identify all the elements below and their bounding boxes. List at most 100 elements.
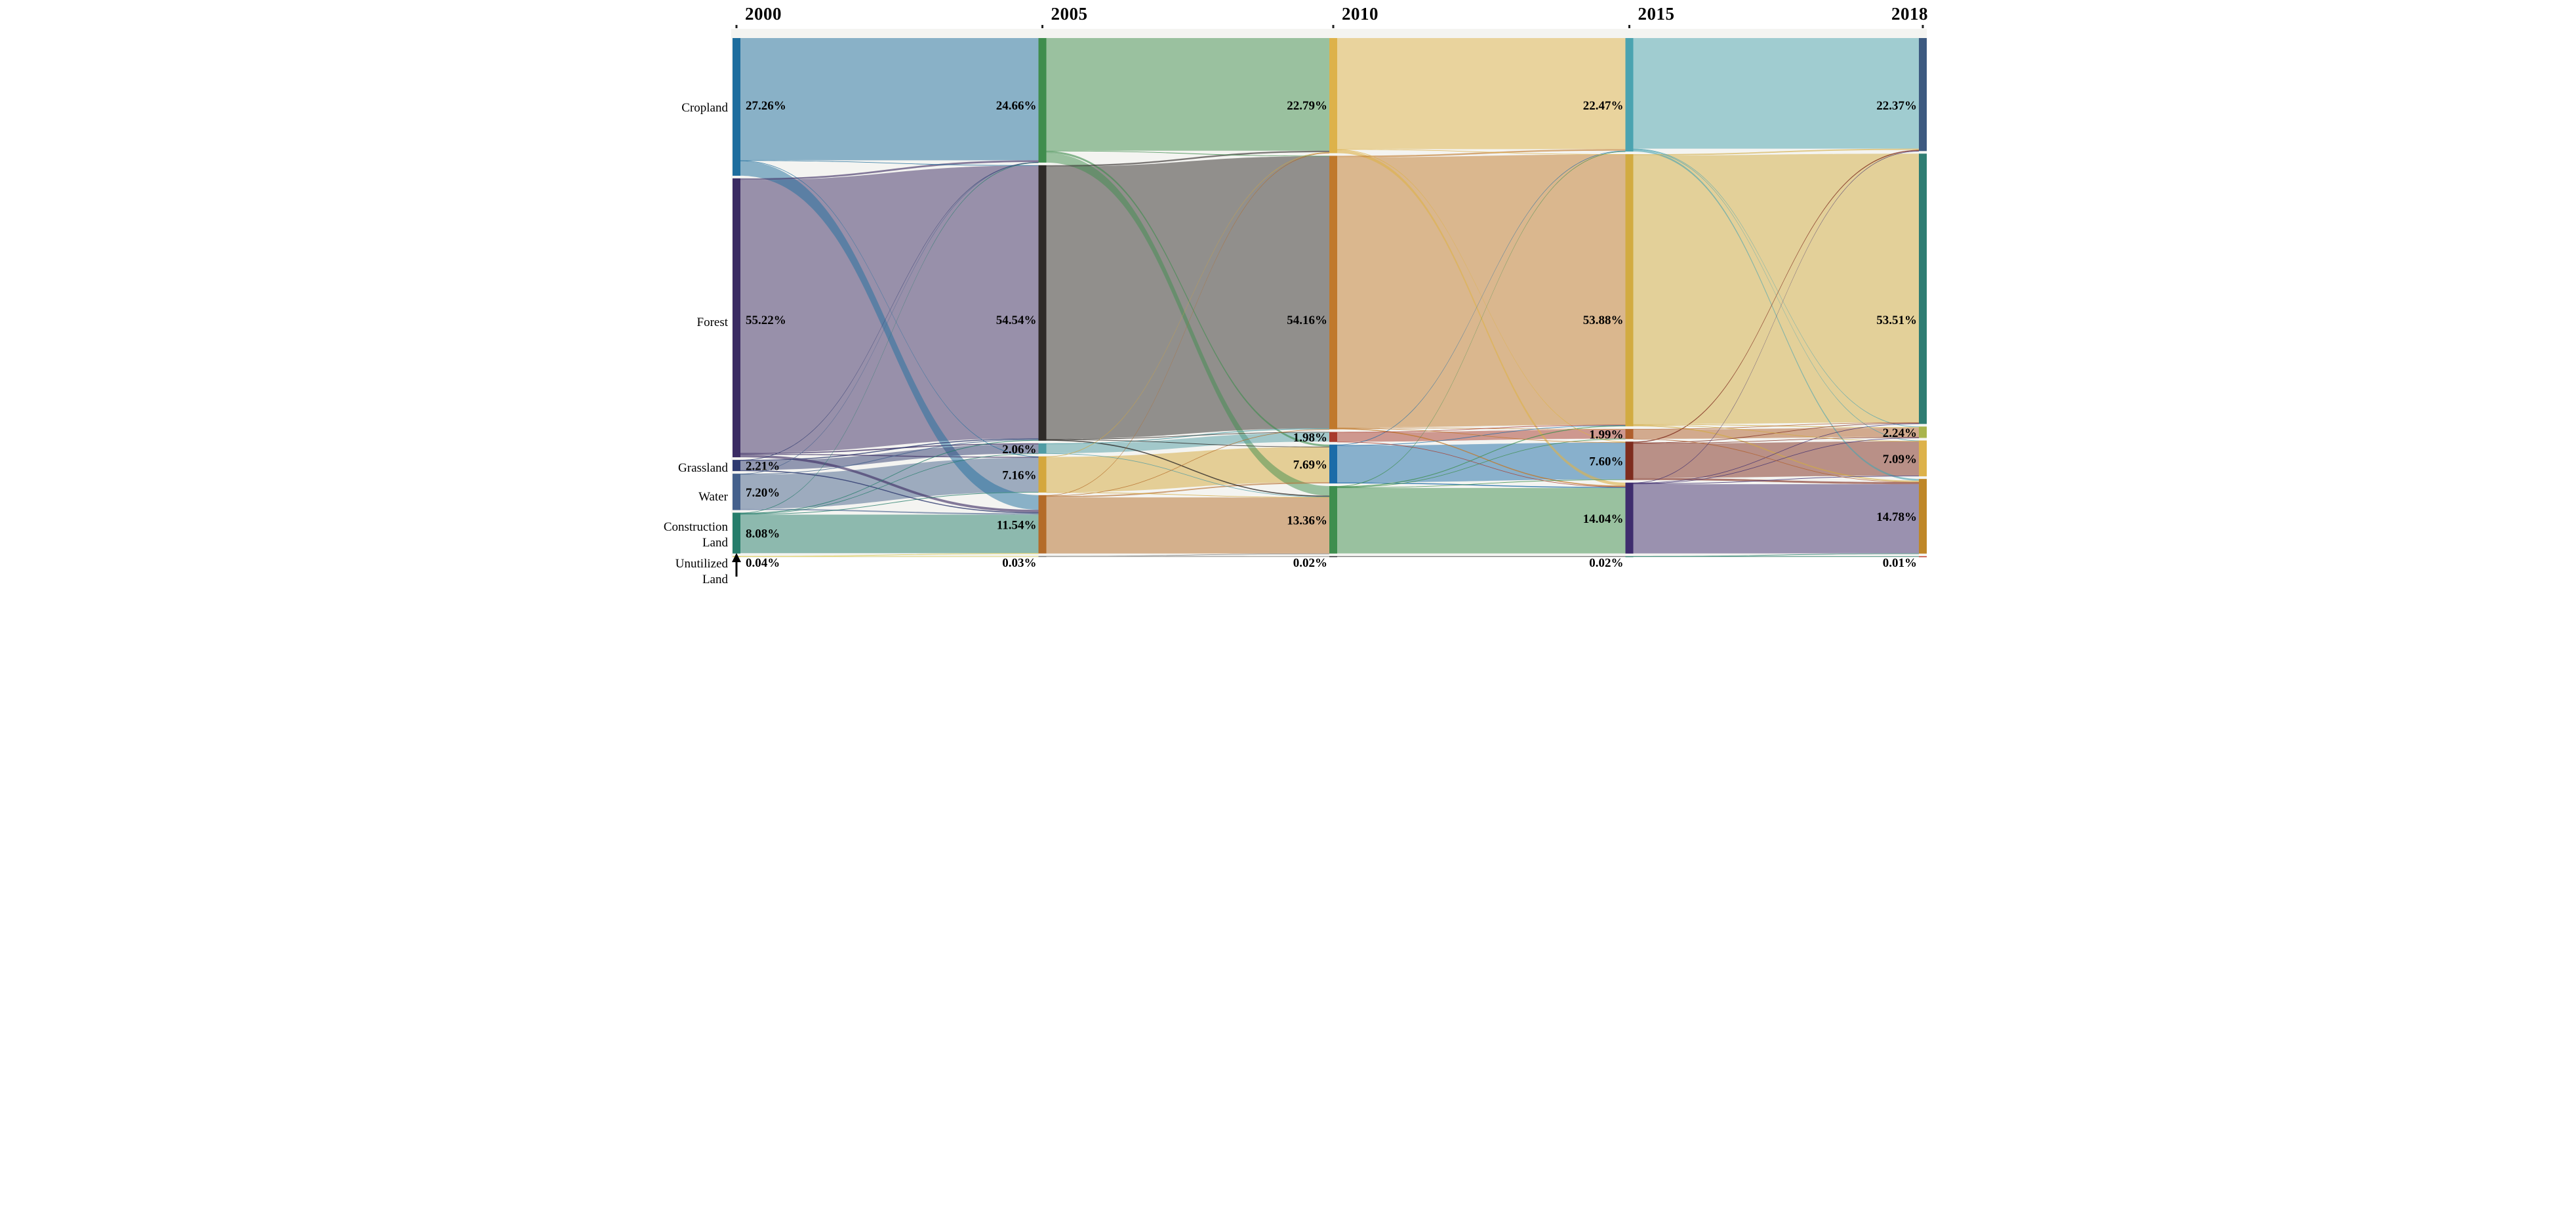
year-label-2018: 2018 xyxy=(1891,4,1928,24)
flow-2010-2015-cropland-to-cropland xyxy=(1337,38,1626,150)
node-2005-forest xyxy=(1038,165,1047,441)
flow-2005-2010-forest-to-forest xyxy=(1046,155,1329,440)
sankey-figure: 2000 2005 2010 2015 2018 Cropland Forest Grassl… xyxy=(644,0,1932,604)
node-2010-grassland xyxy=(1329,432,1337,442)
value-label-2015-forest: 53.88% xyxy=(1583,314,1624,327)
node-2018-forest xyxy=(1919,153,1927,424)
value-label-2018-grassland: 2.24% xyxy=(1883,426,1917,440)
flow-2010-2015-forest-to-construction-land xyxy=(1337,428,1626,487)
flow-2005-2010-water-to-cropland xyxy=(1046,152,1329,457)
flow-2005-2010-forest-to-water xyxy=(1046,439,1329,447)
value-label-2005-unutilized-land: 0.03% xyxy=(1002,556,1036,570)
node-2000-water xyxy=(733,474,740,510)
value-label-2010-forest: 54.16% xyxy=(1287,314,1327,327)
node-2005-construction-land xyxy=(1038,495,1047,554)
axis-tick-2015 xyxy=(1628,25,1630,28)
year-label-2000: 2000 xyxy=(745,4,782,24)
flow-2000-2005-forest-to-cropland xyxy=(740,160,1039,180)
value-label-2015-unutilized-land: 0.02% xyxy=(1589,556,1623,570)
value-label-2015-water: 7.60% xyxy=(1589,455,1623,468)
value-label-2000-water: 7.20% xyxy=(746,486,780,500)
flow-2005-2010-cropland-to-cropland xyxy=(1046,38,1329,151)
flow-2010-2015-grassland-to-construction-land xyxy=(1337,441,1626,487)
value-label-2005-water: 7.16% xyxy=(1002,468,1036,482)
flow-2010-2015-construction-land-to-water xyxy=(1337,479,1626,488)
value-label-2000-unutilized-land: 0.04% xyxy=(746,556,780,570)
node-2015-construction-land xyxy=(1625,482,1634,554)
flow-2015-2018-cropland-to-construction-land xyxy=(1633,150,1919,481)
value-label-2010-cropland: 22.79% xyxy=(1287,99,1327,113)
category-label-grassland: Grassland xyxy=(678,461,728,475)
flow-2005-2010-construction-land-to-construction-land xyxy=(1046,497,1329,554)
flow-2010-2015-water-to-construction-land xyxy=(1337,482,1626,488)
category-label-unutilized-land: Land xyxy=(702,573,729,586)
year-label-2005: 2005 xyxy=(1051,4,1088,24)
flow-2005-2010-construction-land-to-water xyxy=(1046,482,1329,498)
flow-2015-2018-grassland-to-construction-land xyxy=(1633,438,1919,483)
flow-2015-2018-water-to-construction-land xyxy=(1633,478,1919,485)
flow-2000-2005-unutilized-land-to-construction-land xyxy=(740,553,1039,557)
node-2010-construction-land xyxy=(1329,485,1337,554)
axis-tick-2000 xyxy=(735,25,738,28)
flow-2000-2005-cropland-to-construction-land xyxy=(740,161,1039,510)
flow-2000-2005-water-to-forest xyxy=(740,439,1039,475)
flow-2015-2018-construction-land-to-forest xyxy=(1633,423,1919,483)
node-2018-construction-land xyxy=(1919,479,1927,554)
flow-2000-2005-construction-land-to-grassland xyxy=(740,453,1039,514)
flow-2010-2015-cropland-to-water xyxy=(1337,149,1626,443)
axis-tick-2018 xyxy=(1922,25,1924,28)
node-2015-water xyxy=(1625,441,1634,480)
node-2005-unutilized-land xyxy=(1038,556,1047,558)
value-label-2005-forest: 54.54% xyxy=(996,314,1037,327)
flow-2000-2005-water-to-construction-land xyxy=(740,508,1039,515)
value-label-2005-cropland: 24.66% xyxy=(996,99,1037,113)
value-label-2015-grassland: 1.99% xyxy=(1589,428,1623,442)
value-label-2010-water: 7.69% xyxy=(1293,458,1327,472)
flow-2005-2010-grassland-to-forest xyxy=(1046,428,1329,445)
node-2010-unutilized-land xyxy=(1329,556,1337,558)
value-label-2015-construction-land: 14.04% xyxy=(1583,512,1624,526)
flow-2010-2015-forest-to-water xyxy=(1337,428,1626,443)
category-label-construction-land: Land xyxy=(702,536,729,550)
flow-2015-2018-construction-land-to-construction-land xyxy=(1633,484,1919,554)
flow-2000-2005-cropland-to-forest xyxy=(740,160,1039,166)
flow-2005-2010-forest-to-construction-land xyxy=(1046,440,1329,497)
value-label-2018-forest: 53.51% xyxy=(1876,314,1917,327)
axis-tick-2005 xyxy=(1041,25,1043,28)
flow-2005-2010-grassland-to-construction-land xyxy=(1046,453,1329,498)
value-label-2000-grassland: 2.21% xyxy=(746,460,780,474)
flow-2000-2005-construction-land-to-construction-land xyxy=(740,514,1039,554)
flow-2000-2005-forest-to-water xyxy=(740,453,1039,458)
flow-2015-2018-grassland-to-forest xyxy=(1633,422,1919,430)
node-2018-water xyxy=(1919,440,1927,477)
flow-2010-2015-cropland-to-forest xyxy=(1337,149,1626,155)
flow-2005-2010-cropland-to-water xyxy=(1046,151,1329,447)
value-label-2018-water: 7.09% xyxy=(1883,453,1917,466)
flow-2005-2010-grassland-to-grassland xyxy=(1046,432,1329,453)
flow-2010-2015-grassland-to-forest xyxy=(1337,424,1626,433)
node-2000-grassland xyxy=(733,460,740,472)
flow-2010-2015-construction-land-to-grassland xyxy=(1337,438,1626,488)
flow-2000-2005-cropland-to-cropland xyxy=(740,38,1039,161)
node-2010-water xyxy=(1329,444,1337,483)
flow-2010-2015-construction-land-to-forest xyxy=(1337,425,1626,487)
flow-2015-2018-water-to-grassland xyxy=(1633,437,1919,444)
flow-2010-2015-construction-land-to-cropland xyxy=(1337,151,1626,487)
node-2010-cropland xyxy=(1329,38,1337,153)
flow-2000-2005-construction-land-to-cropland xyxy=(740,162,1039,514)
flow-2010-2015-unutilized-land-to-unutilized-land xyxy=(1337,556,1626,557)
node-2000-cropland xyxy=(733,38,740,176)
flow-2010-2015-forest-to-cropland xyxy=(1337,149,1626,157)
category-label-cropland: Cropland xyxy=(681,101,728,115)
flow-2005-2010-unutilized-land-to-construction-land xyxy=(1046,553,1329,557)
flow-2010-2015-construction-land-to-construction-land xyxy=(1337,487,1626,554)
flow-2000-2005-grassland-to-cropland xyxy=(740,162,1039,460)
category-label-water: Water xyxy=(698,490,729,504)
flow-2015-2018-cropland-to-grassland xyxy=(1633,148,1919,428)
value-label-2005-construction-land: 11.54% xyxy=(997,518,1037,532)
flow-2015-2018-water-to-cropland xyxy=(1633,150,1919,443)
flow-2000-2005-grassland-to-construction-land xyxy=(740,470,1039,514)
flow-2000-2005-construction-land-to-forest xyxy=(740,440,1039,514)
axis-tick-2010 xyxy=(1332,25,1335,28)
year-label-2015: 2015 xyxy=(1638,4,1675,24)
